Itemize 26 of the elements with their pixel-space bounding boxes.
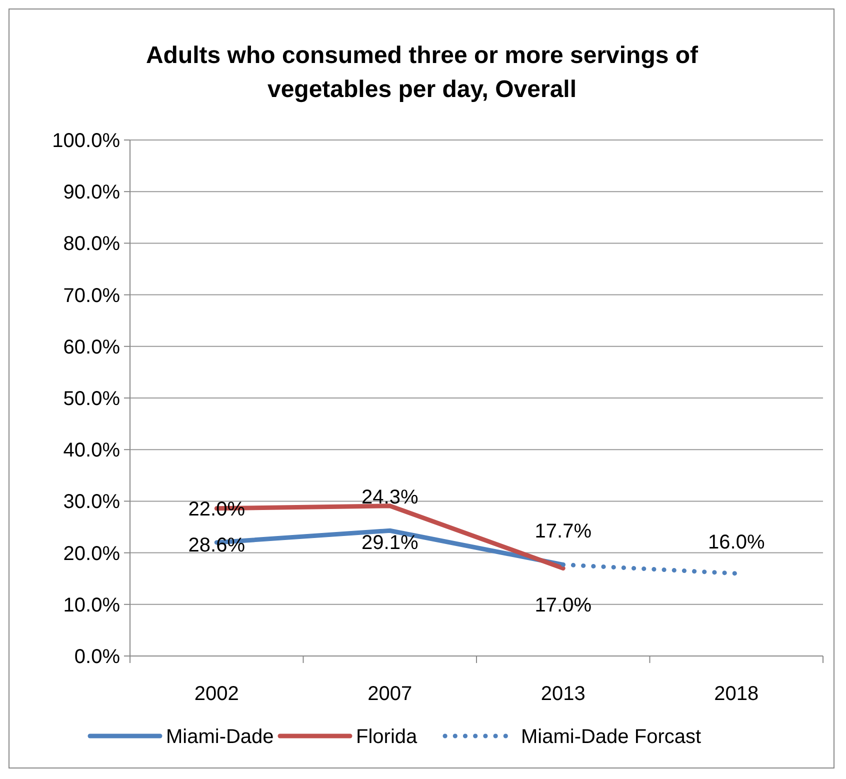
x-tick-label: 2002 bbox=[194, 683, 239, 705]
legend-label: Miami-Dade Forcast bbox=[521, 726, 702, 748]
y-tick-label: 90.0% bbox=[63, 182, 120, 204]
data-label: 22.0% bbox=[188, 498, 246, 520]
legend-label: Miami-Dade bbox=[166, 726, 274, 748]
y-tick-label: 80.0% bbox=[63, 233, 120, 256]
y-tick-label: 0.0% bbox=[74, 646, 120, 668]
y-tick-label: 50.0% bbox=[63, 388, 120, 410]
chart-title: Adults who consumed three or more servings of vegetables per day, Overall bbox=[146, 42, 700, 103]
data-label: 16.0% bbox=[708, 531, 765, 554]
y-tick-label: 10.0% bbox=[63, 594, 120, 616]
data-label: 17.7% bbox=[534, 520, 592, 543]
y-tick-label: 20.0% bbox=[63, 542, 120, 565]
x-tick-label: 2018 bbox=[714, 683, 759, 705]
x-tick-label: 2007 bbox=[368, 683, 412, 705]
legend-label: Florida bbox=[356, 726, 418, 748]
y-tick-label: 40.0% bbox=[63, 440, 120, 462]
y-tick-label: 60.0% bbox=[63, 336, 120, 358]
x-tick-label: 2013 bbox=[540, 683, 586, 705]
data-label: 29.1% bbox=[362, 532, 418, 554]
y-tick-label: 70.0% bbox=[63, 284, 120, 307]
data-label: 24.3% bbox=[362, 486, 418, 509]
y-tick-label: 30.0% bbox=[63, 491, 120, 514]
data-label: 28.6% bbox=[188, 534, 246, 556]
y-tick-label: 100.0% bbox=[52, 130, 120, 152]
data-label: 17.0% bbox=[534, 594, 592, 616]
